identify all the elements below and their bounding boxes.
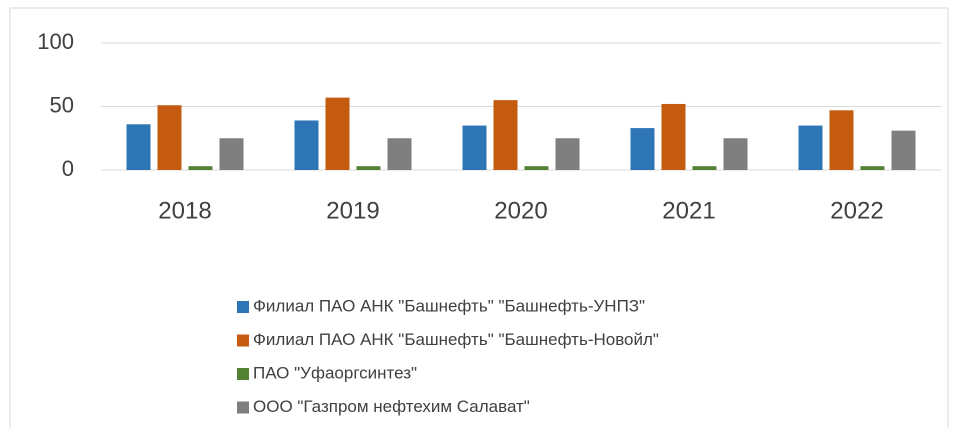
legend-label: Филиал ПАО АНК "Башнефть" "Башнефть-УНПЗ…: [253, 296, 645, 315]
bar: [325, 97, 350, 170]
bar: [630, 128, 655, 170]
legend-swatch: [237, 301, 249, 313]
bar: [294, 120, 319, 170]
legend-swatch: [237, 334, 249, 347]
x-tick-label: 2021: [662, 197, 715, 224]
legend-label: ПАО "Уфаоргсинтез": [253, 363, 417, 382]
y-tick-label: 0: [62, 156, 74, 181]
y-tick-label: 100: [37, 29, 74, 54]
bar: [829, 110, 854, 170]
legend-label: Филиал ПАО АНК "Башнефть" "Башнефть-Ново…: [253, 330, 659, 349]
x-tick-label: 2022: [830, 197, 883, 224]
y-tick-label: 50: [50, 92, 74, 117]
bar: [891, 130, 916, 170]
bar: [723, 138, 748, 170]
bar: [798, 125, 823, 170]
x-tick-label: 2018: [158, 197, 211, 224]
legend-swatch: [237, 401, 249, 414]
bar: [524, 166, 549, 170]
bar: [126, 124, 151, 170]
bar: [860, 166, 885, 170]
bar: [661, 103, 686, 170]
bar: [356, 166, 381, 170]
bar: [462, 125, 487, 170]
bar: [157, 105, 182, 170]
legend-swatch: [237, 368, 249, 380]
bar: [493, 100, 518, 170]
legend-label: ООО "Газпром нефтехим Салават": [253, 397, 530, 416]
bar: [188, 166, 213, 170]
chart-frame: [9, 7, 949, 428]
x-tick-label: 2019: [326, 197, 379, 224]
bar: [387, 138, 412, 170]
bar: [692, 166, 717, 170]
x-tick-label: 2020: [494, 197, 547, 224]
bar: [555, 138, 580, 170]
bar: [219, 138, 244, 170]
